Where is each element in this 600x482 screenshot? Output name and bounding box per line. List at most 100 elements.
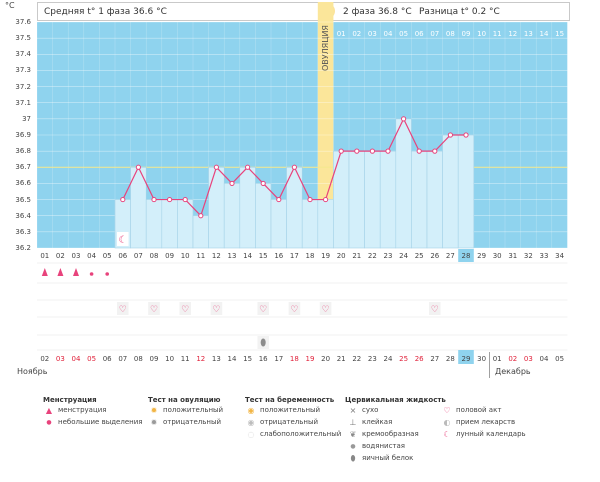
date-label: 16 bbox=[258, 355, 268, 363]
temperature-bar bbox=[442, 134, 459, 249]
y-tick-label: 37.6 bbox=[15, 18, 31, 26]
temperature-point bbox=[463, 132, 469, 138]
temperature-point bbox=[229, 180, 235, 187]
date-label: 07 bbox=[118, 355, 128, 363]
date-label: 22 bbox=[352, 355, 362, 363]
ovulation-label: ОВУЛЯЦИЯ bbox=[321, 25, 330, 71]
cycle-day-label: 02 bbox=[55, 252, 65, 260]
phase2-day-label: 15 bbox=[555, 30, 565, 38]
dry-icon: × bbox=[349, 406, 357, 415]
temperature-point bbox=[401, 116, 407, 122]
cycle-day-label: 21 bbox=[352, 252, 362, 260]
temperature-bar bbox=[161, 199, 178, 249]
temperature-difference: Разница t° 0.2 °C bbox=[419, 7, 500, 17]
moon-cell bbox=[117, 232, 129, 246]
date-label: 15 bbox=[243, 355, 253, 363]
date-label: 12 bbox=[196, 355, 206, 363]
intercourse-cell bbox=[117, 302, 129, 315]
cycle-day-label: 33 bbox=[539, 252, 549, 260]
month-start-label: Ноябрь bbox=[17, 367, 48, 376]
temperature-point bbox=[245, 164, 251, 170]
date-label: 28 bbox=[445, 355, 455, 363]
cycle-day-label: 10 bbox=[180, 252, 190, 260]
date-label: 11 bbox=[180, 355, 190, 363]
cycle-day-label: 16 bbox=[274, 252, 284, 260]
date-label: 23 bbox=[367, 355, 377, 363]
cycle-day-label: 06 bbox=[118, 252, 128, 260]
phase2-day-label: 01 bbox=[336, 30, 346, 38]
date-label: 10 bbox=[165, 355, 175, 363]
date-label: 18 bbox=[289, 355, 299, 363]
creamy-icon: ❦ bbox=[349, 430, 357, 439]
light-discharge-icon: ● bbox=[46, 419, 52, 426]
legend-ovulation-negative: отрицательный bbox=[163, 418, 222, 426]
cycle-day-label: 11 bbox=[196, 252, 206, 260]
date-label: 30 bbox=[477, 355, 487, 363]
date-label: 20 bbox=[321, 355, 331, 363]
temperature-point bbox=[369, 148, 375, 154]
light-discharge-mark bbox=[105, 272, 109, 276]
heart-icon: ♡ bbox=[181, 305, 189, 315]
cycle-day-label: 24 bbox=[399, 252, 409, 260]
y-tick-label: 36.8 bbox=[15, 147, 31, 156]
egg-white-icon bbox=[260, 338, 266, 347]
moon-icon: ☾ bbox=[443, 430, 451, 439]
sun-icon bbox=[321, 5, 333, 17]
cycle-day-label: 26 bbox=[430, 252, 440, 260]
cycle-day-label: 30 bbox=[492, 252, 502, 260]
date-label: 05 bbox=[87, 355, 97, 363]
temperature-point bbox=[307, 196, 313, 203]
temperature-bar bbox=[177, 199, 194, 249]
temperature-bar bbox=[317, 199, 334, 249]
cycle-day-label: 05 bbox=[102, 252, 112, 260]
temperature-bar bbox=[239, 166, 256, 249]
pregnancy-weak-icon: ◌ bbox=[247, 430, 255, 439]
date-label: 09 bbox=[149, 355, 159, 363]
date-label: 08 bbox=[133, 355, 143, 363]
temperature-point bbox=[135, 164, 141, 170]
date-label: 02 bbox=[508, 355, 518, 363]
legend-pregnancy-positive: положительный bbox=[260, 406, 321, 414]
cycle-day-label: 04 bbox=[87, 252, 97, 260]
heart-icon: ♡ bbox=[443, 406, 451, 415]
heart-icon: ♡ bbox=[322, 305, 330, 315]
legend-egg-white: яичный белок bbox=[362, 454, 414, 462]
temperature-point bbox=[276, 196, 282, 203]
ovulation-column bbox=[317, 2, 334, 248]
cycle-day-label: 08 bbox=[149, 252, 159, 260]
temperature-bar bbox=[426, 150, 443, 249]
legend-menstruation-title: Менструация bbox=[43, 396, 97, 404]
intercourse-cell bbox=[179, 302, 191, 315]
temperature-bar bbox=[301, 199, 319, 249]
phase2-day-label: 08 bbox=[445, 30, 455, 38]
temperature-bar bbox=[395, 118, 412, 249]
temperature-line bbox=[122, 117, 466, 217]
temperature-bar bbox=[411, 150, 428, 249]
temperature-bar bbox=[333, 150, 350, 249]
intercourse-cell bbox=[319, 302, 332, 315]
heart-icon: ♡ bbox=[290, 305, 298, 315]
heart-icon: ♡ bbox=[119, 305, 127, 315]
phase2-day-label: 07 bbox=[430, 30, 440, 38]
temperature-bar bbox=[145, 199, 163, 249]
y-tick-label: 37.5 bbox=[15, 34, 31, 43]
date-label: 17 bbox=[274, 355, 284, 363]
phase2-day-label: 13 bbox=[523, 30, 533, 38]
phase2-day-label: 09 bbox=[461, 30, 471, 38]
phase2-average: 2 фаза 36.8 °C bbox=[343, 7, 412, 17]
temperature-point bbox=[213, 164, 219, 170]
legend-dry: сухо bbox=[362, 406, 379, 414]
temperature-point bbox=[182, 196, 188, 203]
temperature-point bbox=[291, 164, 297, 170]
date-label: 04 bbox=[539, 355, 549, 363]
phase2-day-label: 05 bbox=[399, 30, 409, 38]
egg-white-icon: ⬮ bbox=[350, 454, 356, 463]
cycle-day-label: 01 bbox=[40, 252, 50, 260]
cycle-day-label: 34 bbox=[555, 252, 565, 260]
intercourse-cell bbox=[257, 302, 269, 315]
temperature-bar bbox=[379, 150, 397, 249]
ovulation-positive-icon: ✹ bbox=[150, 406, 158, 415]
pregnancy-negative-icon: ◉ bbox=[247, 418, 255, 427]
phase1-info-box: Средняя t° 1 фаза 36.6 °C bbox=[37, 2, 320, 21]
